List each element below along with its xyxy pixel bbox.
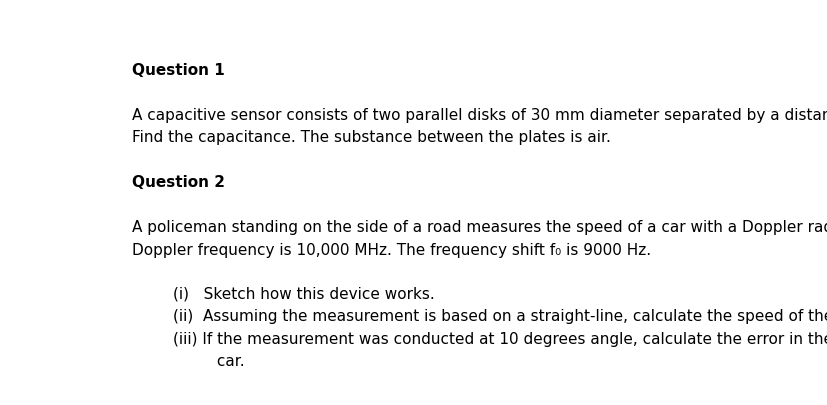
Text: Doppler frequency is 10,000 MHz. The frequency shift f₀ is 9000 Hz.: Doppler frequency is 10,000 MHz. The fre… bbox=[131, 242, 650, 257]
Text: (i)   Sketch how this device works.: (i) Sketch how this device works. bbox=[173, 286, 434, 301]
Text: A capacitive sensor consists of two parallel disks of 30 mm diameter separated b: A capacitive sensor consists of two para… bbox=[131, 108, 827, 122]
Text: Question 2: Question 2 bbox=[131, 175, 224, 190]
Text: car.: car. bbox=[173, 353, 244, 368]
Text: (iii) If the measurement was conducted at 10 degrees angle, calculate the error : (iii) If the measurement was conducted a… bbox=[173, 331, 827, 346]
Text: Find the capacitance. The substance between the plates is air.: Find the capacitance. The substance betw… bbox=[131, 130, 609, 145]
Text: A policeman standing on the side of a road measures the speed of a car with a Do: A policeman standing on the side of a ro… bbox=[131, 220, 827, 235]
Text: Question 1: Question 1 bbox=[131, 63, 224, 78]
Text: (ii)  Assuming the measurement is based on a straight-line, calculate the speed : (ii) Assuming the measurement is based o… bbox=[173, 308, 827, 323]
